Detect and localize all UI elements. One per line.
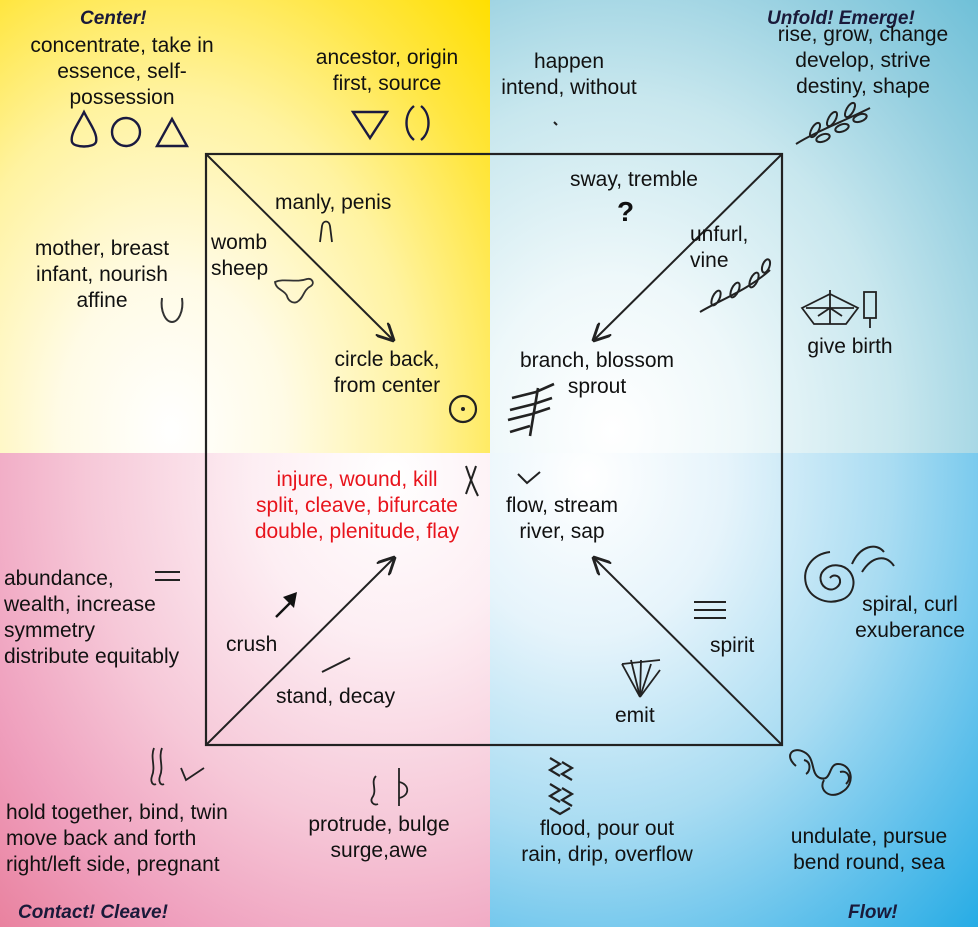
spiral-glyph-icon [804,551,855,603]
frame-square [204,152,784,747]
label-spiral: spiral, curl exuberance [855,593,965,642]
contact-quadrant [0,453,490,927]
label-concentrate: concentrate, take in essence, self-posses… [30,34,214,109]
dotted-circle-glyph-icon [448,394,478,424]
label-crush: crush [226,633,278,656]
label-give-birth: give birth [807,335,893,358]
label-womb: womb sheep [211,231,269,280]
triangle-glyph-icon [154,116,190,148]
bulge-glyph-icon [370,768,409,806]
label-protrude: protrude, bulge surge,awe [308,813,450,862]
cross-glyph-icon [465,465,479,497]
loops-glyph-icon [789,749,852,796]
heading-contact: Contact! Cleave! [18,902,168,923]
center-quadrant [0,0,490,453]
sheep-glyph-icon [274,277,314,304]
label-sway: sway, tremble [570,168,698,191]
circle-glyph-icon [110,116,142,148]
heading-center: Center! [80,8,147,29]
tick-mark [553,121,558,126]
label-flood: flood, pour out rain, drip, overflow [521,817,693,866]
label-flow-stream: flow, stream river, sap [505,494,619,543]
label-undulate: undulate, pursue bend round, sea [790,825,948,874]
vine-glyph-icon [795,101,871,145]
unfold-quadrant [490,0,978,453]
label-unfurl: unfurl, vine [690,223,749,272]
label-abundance: abundance, wealth, increase symmetry distri… [4,567,180,668]
fan-glyph-icon [621,659,661,698]
squiggle-glyph-icon [150,747,205,786]
label-happen: happen intend, without [501,50,637,99]
label-spirit: spirit [710,634,755,657]
birth-glyph-icon [800,290,877,328]
vine-glyph-icon [699,258,772,313]
parentheses-glyph-icon [405,105,430,141]
penis-glyph-icon [319,220,333,243]
branch-glyph-icon [507,382,555,437]
label-mother: mother, breast infant, nourish affine [34,237,170,312]
breast-glyph-icon [160,297,184,324]
label-circle-back: circle back, from center [333,348,441,397]
flow-quadrant [490,453,978,927]
label-manly: manly, penis [275,191,392,214]
label-hold: hold together, bind, twin move back and f… [6,801,228,876]
label-question: ? [617,196,635,227]
label-rise: rise, grow, change develop, strive destiny… [777,23,949,98]
heading-unfold: Unfold! Emerge! [767,8,915,29]
diagonal-arrows [205,153,783,746]
triple-bar-glyph-icon [694,601,726,619]
chevron-glyph-icon [517,471,541,485]
label-emit: emit [615,704,655,727]
label-branch: branch, blossom sprout [519,349,675,398]
label-stand: stand, decay [276,685,396,708]
label-injure: injure, wound, kill split, cleave, bifurc… [254,468,460,543]
arrow-glyph-icon [275,592,297,618]
curl-glyph-icon [851,545,895,573]
equals-glyph-icon [155,571,180,581]
inverted-triangle-glyph-icon [350,110,390,141]
zigzag-glyph-icon [547,757,575,816]
label-ancestor: ancestor, origin first, source [315,46,459,95]
stroke-glyph-icon [321,657,351,673]
heading-flow: Flow! [848,902,898,923]
nose-glyph-icon [70,109,98,148]
